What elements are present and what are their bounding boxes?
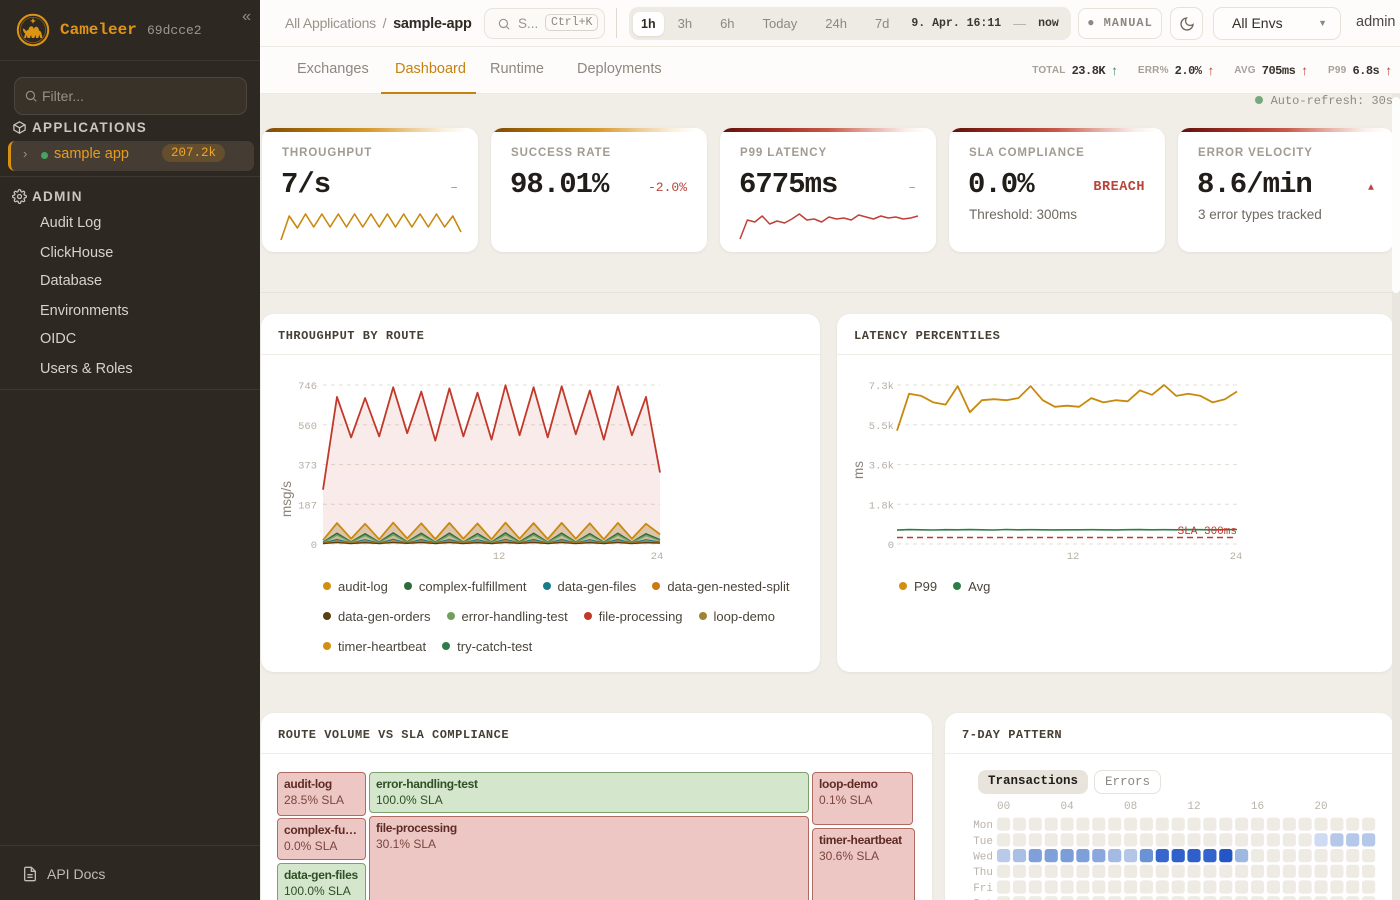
svg-text:5.5k: 5.5k (869, 421, 894, 433)
svg-text:msg/s: msg/s (279, 481, 294, 517)
svg-text:00: 00 (997, 801, 1010, 813)
svg-text:560: 560 (298, 421, 317, 433)
svg-text:Wed: Wed (973, 852, 993, 864)
svg-text:Tue: Tue (973, 836, 993, 848)
svg-text:3.6k: 3.6k (869, 461, 894, 473)
svg-text:Sat: Sat (973, 899, 993, 900)
svg-text:12: 12 (1067, 551, 1080, 563)
svg-text:04: 04 (1060, 801, 1074, 813)
svg-text:12: 12 (1187, 801, 1200, 813)
svg-text:16: 16 (1251, 801, 1264, 813)
svg-text:20: 20 (1314, 801, 1327, 813)
svg-text:0: 0 (888, 540, 894, 552)
svg-text:SLA 300ms: SLA 300ms (1178, 526, 1237, 538)
svg-text:Thu: Thu (973, 867, 993, 879)
svg-text:24: 24 (651, 551, 664, 563)
svg-text:12: 12 (493, 551, 506, 563)
svg-text:373: 373 (298, 461, 317, 473)
svg-text:ms: ms (851, 461, 866, 479)
svg-text:08: 08 (1124, 801, 1137, 813)
svg-text:1.8k: 1.8k (869, 500, 894, 512)
svg-text:746: 746 (298, 381, 317, 393)
svg-text:187: 187 (298, 500, 317, 512)
svg-text:0: 0 (311, 540, 317, 552)
svg-text:24: 24 (1230, 551, 1243, 563)
svg-text:Mon: Mon (973, 820, 993, 832)
svg-text:Fri: Fri (973, 883, 993, 895)
svg-text:7.3k: 7.3k (869, 381, 894, 393)
